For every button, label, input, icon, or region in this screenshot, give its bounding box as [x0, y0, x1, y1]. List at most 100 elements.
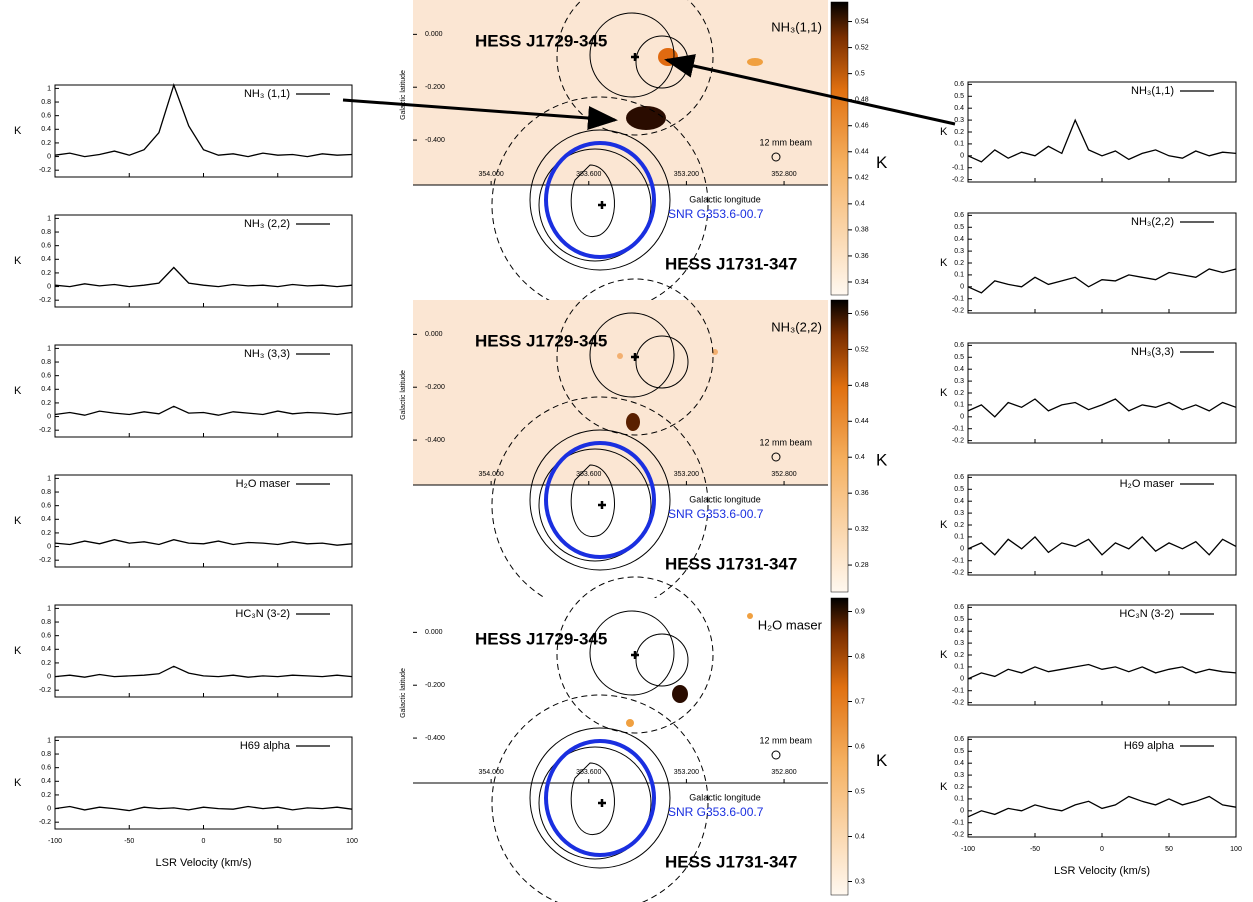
spectrum-frame	[967, 342, 1237, 444]
colorbar-tick-label: 0.5	[855, 788, 865, 795]
y-tick-label: 0.3	[954, 378, 964, 385]
spectrum-frame	[967, 81, 1237, 183]
colorbar-tick-label: 0.46	[855, 123, 869, 130]
y-tick-label: 0.2	[954, 390, 964, 397]
y-axis-label: K	[940, 649, 948, 661]
y-tick-label: 0	[47, 283, 51, 290]
y-tick-label: 1	[47, 475, 51, 482]
y-tick-label: 0.4	[954, 498, 964, 505]
y-tick-label: 0.3	[954, 510, 964, 517]
contour	[529, 727, 671, 869]
emission	[712, 349, 718, 355]
emission	[672, 685, 688, 703]
y-tick-label: -0.2	[39, 819, 51, 826]
x-tick-label: -100	[48, 838, 62, 845]
y-tick-label: 0.4	[954, 105, 964, 112]
x-tick-label: 354.000	[478, 171, 503, 178]
y-tick-label: 0	[47, 153, 51, 160]
y-tick-label: -0.1	[952, 426, 964, 433]
y-tick-label: 0.6	[954, 342, 964, 349]
arrow	[664, 54, 956, 126]
y-tick-label: 0.2	[41, 400, 51, 407]
contour	[538, 448, 652, 562]
y-axis-label: K	[940, 126, 948, 138]
y-tick-label: 0.5	[954, 616, 964, 623]
spectrum-line	[54, 405, 353, 416]
x-tick-label: 50	[274, 838, 282, 845]
source-label: HESS J1731-347	[665, 554, 797, 573]
colorbar-unit: K	[876, 751, 888, 770]
contour	[570, 464, 615, 538]
y-tick-label: -0.2	[952, 569, 964, 576]
y-tick-label: 0.8	[41, 99, 51, 106]
colorbar-unit: K	[876, 450, 888, 469]
maps: 354.000 353.600 353.200 352.800 0.000 -0.200 -…	[400, 0, 888, 902]
source-label: HESS J1729-345	[475, 31, 607, 50]
y-tick-label: 1	[47, 215, 51, 222]
spectrum-line	[54, 665, 353, 678]
map-background	[413, 300, 828, 485]
y-tick-label: -0.400	[425, 735, 445, 742]
y-axis-label: K	[14, 385, 22, 397]
colorbar-tick-label: 0.48	[855, 97, 869, 104]
y-tick-label: 0	[960, 546, 964, 553]
contour	[538, 148, 652, 262]
snr-label: SNR G353.6-00.7	[668, 507, 764, 521]
contour	[529, 129, 671, 271]
snr-circle	[544, 141, 656, 259]
spectrum-frame	[967, 474, 1237, 576]
line-label: H₂O maser	[1120, 478, 1175, 490]
colorbar-tick-label: 0.54	[855, 18, 869, 25]
y-tick-label: 0.5	[954, 93, 964, 100]
y-axis-label: K	[14, 645, 22, 657]
source-label: HESS J1729-345	[475, 629, 607, 648]
x-tick-label: 353.600	[576, 171, 601, 178]
y-tick-label: 1	[47, 85, 51, 92]
colorbar-tick-label: 0.4	[855, 201, 865, 208]
y-tick-label: 0	[960, 808, 964, 815]
y-tick-label: 0.2	[41, 530, 51, 537]
y-tick-label: 1	[47, 345, 51, 352]
y-axis-label: K	[940, 387, 948, 399]
y-tick-label: 0	[960, 284, 964, 291]
dashed-circle	[491, 96, 709, 314]
contour	[529, 429, 671, 571]
colorbar-tick-label: 0.36	[855, 253, 869, 260]
y-tick-label: 0.8	[41, 489, 51, 496]
y-tick-label: 0.1	[954, 272, 964, 279]
y-tick-label: 0.1	[954, 664, 964, 671]
source-label: HESS J1731-347	[665, 852, 797, 871]
source-label: HESS J1731-347	[665, 254, 797, 273]
y-axis-label: K	[14, 515, 22, 527]
position-marker	[598, 799, 606, 807]
y-tick-label: -0.200	[425, 84, 445, 91]
colorbar-tick-label: 0.42	[855, 175, 869, 182]
x-axis-label: Galactic longitude	[689, 494, 761, 504]
contour	[570, 762, 615, 836]
y-axis-label: K	[14, 125, 22, 137]
y-tick-label: 0.000	[425, 629, 443, 636]
line-label: H69 alpha	[240, 740, 291, 752]
line-label: NH₃(3,3)	[1131, 346, 1174, 358]
y-tick-label: -0.2	[952, 831, 964, 838]
y-tick-label: 0.4	[954, 760, 964, 767]
emission	[626, 413, 640, 431]
y-tick-label: 0.6	[954, 474, 964, 481]
dashed-circle	[556, 278, 714, 436]
y-tick-label: 0.1	[954, 534, 964, 541]
x-tick-label: 352.800	[771, 769, 796, 776]
position-marker	[631, 353, 639, 361]
y-tick-label: 0.6	[954, 604, 964, 611]
y-tick-label: 0.4	[41, 516, 51, 523]
x-tick-label: -50	[124, 838, 134, 845]
colorbar-unit: K	[876, 153, 888, 172]
y-tick-label: -0.2	[39, 557, 51, 564]
contour	[570, 164, 615, 238]
y-tick-label: 0	[47, 805, 51, 812]
y-tick-label: 0.6	[954, 81, 964, 88]
y-tick-label: 0.8	[41, 751, 51, 758]
colorbar-tick-label: 0.44	[855, 149, 869, 156]
colorbar-tick-label: 0.6	[855, 743, 865, 750]
